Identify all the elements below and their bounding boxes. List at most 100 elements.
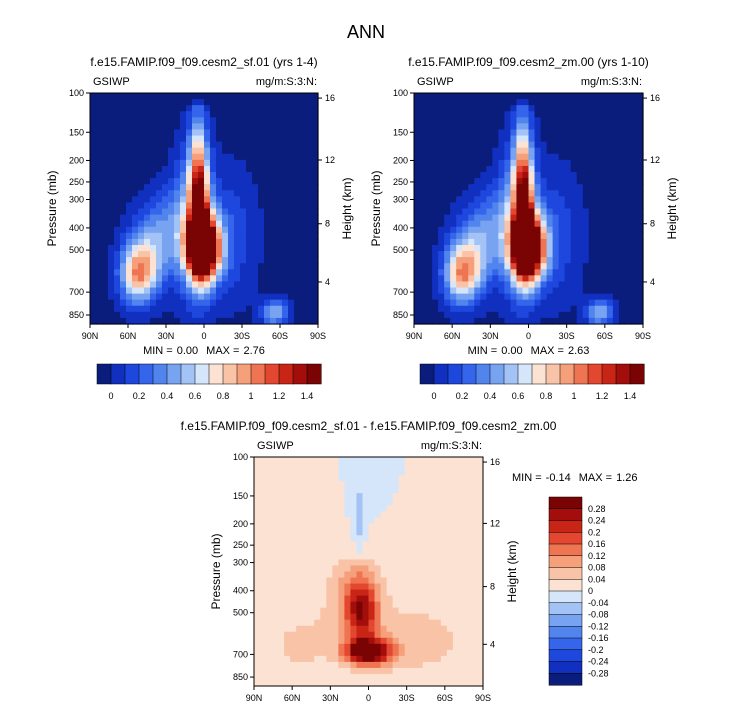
heatmap-cell (468, 202, 475, 210)
heatmap-cell (528, 129, 536, 137)
heatmap-cell (314, 589, 321, 597)
heatmap-cell (306, 123, 313, 131)
heatmap-cell (422, 493, 430, 500)
heatmap-cell (362, 613, 370, 621)
heatmap-cell (320, 457, 327, 464)
heatmap-cell (264, 159, 271, 167)
colorbar-swatch (545, 363, 561, 385)
heatmap-cell (198, 232, 205, 240)
heatmap-cell (462, 299, 469, 307)
heatmap-cell (392, 667, 400, 675)
heatmap-cell (528, 226, 536, 234)
heatmap-cell (302, 481, 309, 488)
colorbar-swatch (152, 363, 168, 385)
heatmap-cell (380, 505, 388, 512)
heatmap-cell (344, 649, 352, 657)
heatmap-cell (186, 178, 193, 185)
heatmap-cell (474, 281, 481, 289)
heatmap-cell (234, 123, 241, 131)
heatmap-cell (288, 238, 295, 246)
heatmap-cell (534, 226, 542, 234)
heatmap-cell (540, 263, 548, 270)
heatmap-cell (246, 184, 253, 191)
heatmap-cell (444, 111, 451, 118)
heatmap-cell (270, 165, 277, 173)
heatmap-cell (180, 244, 187, 252)
y-tick-label: 150 (69, 127, 84, 137)
heatmap-cell (618, 159, 626, 167)
heatmap-cell (120, 117, 127, 124)
heatmap-cell (252, 317, 259, 325)
heatmap-cell (522, 281, 530, 289)
heatmap-cell (570, 226, 578, 234)
heatmap-cell (464, 643, 472, 651)
heatmap-cell (282, 305, 289, 313)
heatmap-cell (410, 511, 418, 518)
heatmap-cell (108, 232, 115, 240)
heatmap-cell (374, 475, 382, 482)
heatmap-cell (480, 287, 487, 295)
heatmap-cell (222, 220, 229, 228)
heatmap-cell (570, 135, 578, 143)
heatmap-cell (452, 469, 460, 476)
heatmap-cell (404, 457, 412, 464)
heatmap-cell (252, 99, 259, 106)
heatmap-cell (260, 523, 267, 530)
colorbar-swatch (194, 363, 210, 385)
heatmap-cell (306, 159, 313, 167)
heatmap-cell (234, 99, 241, 106)
heatmap-cell (386, 649, 394, 657)
heatmap-cell (624, 281, 632, 289)
heatmap-cell (174, 208, 181, 216)
heatmap-cell (120, 257, 127, 264)
heatmap-cell (312, 281, 319, 289)
heatmap-cell (606, 202, 614, 210)
heatmap-cell (344, 511, 352, 518)
heatmap-cell (410, 667, 418, 675)
heatmap-cell (552, 244, 560, 252)
heatmap-cell (498, 220, 505, 228)
heatmap-cell (374, 595, 382, 603)
heatmap-cell (302, 637, 309, 645)
heatmap-cell (468, 129, 475, 137)
heatmap-cell (222, 305, 229, 313)
heatmap-cell (458, 643, 466, 651)
heatmap-cell (308, 547, 315, 555)
heatmap-cell (296, 565, 303, 573)
heatmap-cell (272, 469, 279, 476)
heatmap-cell (246, 293, 253, 301)
heatmap-cell (434, 637, 442, 645)
heatmap-cell (464, 487, 472, 494)
heatmap-cell (444, 238, 451, 246)
colorbar-label: 0.12 (588, 551, 606, 561)
heatmap-cell (434, 517, 442, 524)
heatmap-cell (458, 487, 466, 494)
heatmap-cell (210, 251, 217, 258)
heatmap-cell (618, 117, 626, 124)
heatmap-cell (392, 463, 400, 470)
heatmap-cell (144, 263, 151, 270)
heatmap-cell (156, 153, 163, 161)
heatmap-cell (126, 202, 133, 210)
heatmap-cell (540, 281, 548, 289)
heatmap-cell (480, 105, 487, 112)
heatmap-cell (240, 269, 247, 276)
heatmap-cell (108, 226, 115, 234)
heatmap-cell (254, 643, 261, 651)
heatmap-cell (428, 541, 436, 548)
heatmap-cell (462, 232, 469, 240)
heatmap-cell (168, 281, 175, 289)
heatmap-cell (264, 99, 271, 106)
heatmap-cell (564, 147, 572, 155)
heatmap-cell (306, 178, 313, 185)
heatmap-cell (612, 159, 620, 167)
heatmap-cell (474, 232, 481, 240)
heatmap-cell (120, 251, 127, 258)
heatmap-cell (264, 172, 271, 179)
heatmap-cell (600, 129, 608, 137)
heatmap-cell (422, 505, 430, 512)
heatmap-cell (186, 159, 193, 167)
heatmap-cell (174, 141, 181, 149)
heatmap-cell (168, 165, 175, 173)
heatmap-cell (282, 238, 289, 246)
